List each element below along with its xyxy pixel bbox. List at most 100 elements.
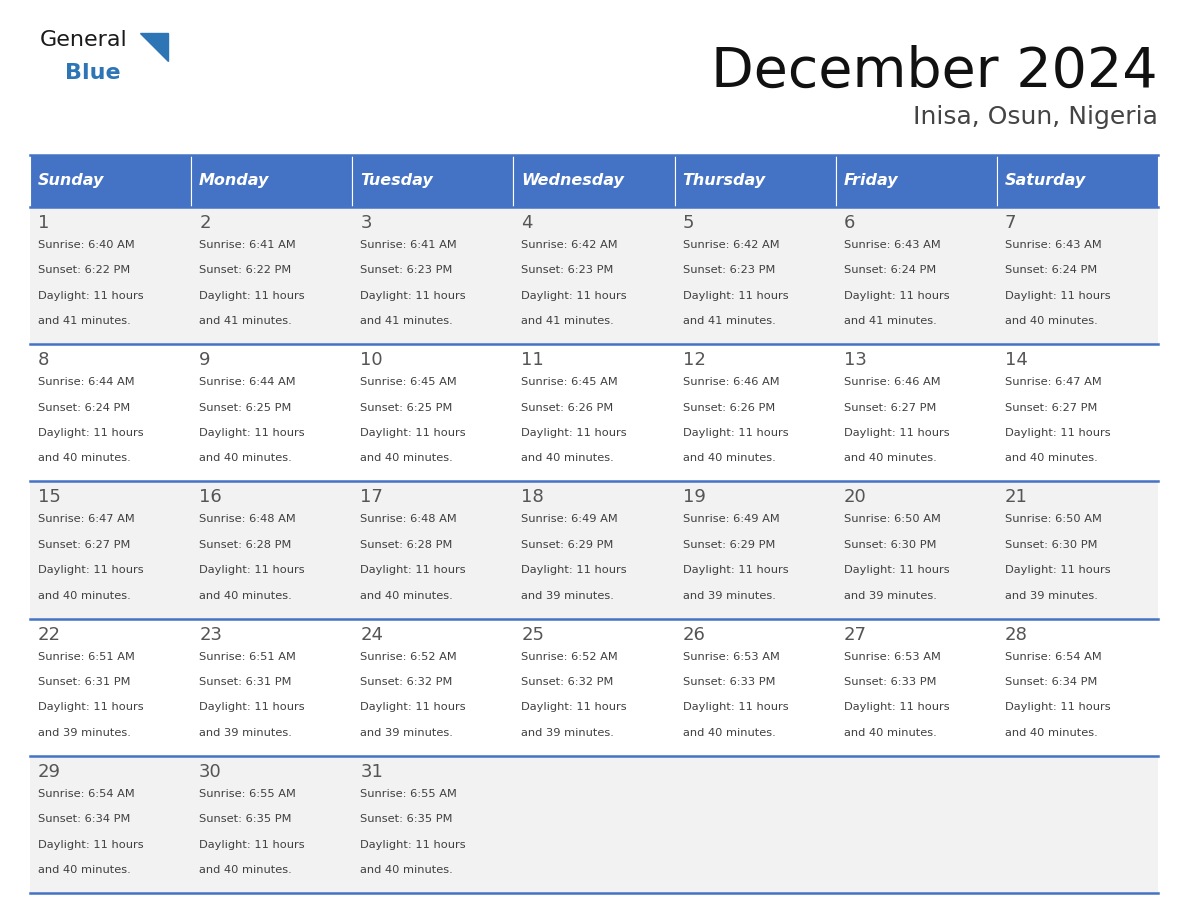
Text: Sunrise: 6:51 AM: Sunrise: 6:51 AM bbox=[200, 652, 296, 662]
Text: 13: 13 bbox=[843, 352, 866, 369]
Bar bbox=[30, 155, 191, 207]
Text: Daylight: 11 hours: Daylight: 11 hours bbox=[360, 291, 466, 301]
Text: Sunrise: 6:47 AM: Sunrise: 6:47 AM bbox=[38, 514, 134, 524]
Text: and 39 minutes.: and 39 minutes. bbox=[683, 590, 776, 600]
Bar bbox=[835, 155, 997, 207]
Text: 18: 18 bbox=[522, 488, 544, 507]
Text: and 40 minutes.: and 40 minutes. bbox=[200, 590, 292, 600]
Text: Sunrise: 6:53 AM: Sunrise: 6:53 AM bbox=[843, 652, 941, 662]
Text: Sunset: 6:33 PM: Sunset: 6:33 PM bbox=[843, 677, 936, 687]
Text: Sunrise: 6:50 AM: Sunrise: 6:50 AM bbox=[843, 514, 941, 524]
Text: 19: 19 bbox=[683, 488, 706, 507]
Text: 31: 31 bbox=[360, 763, 384, 781]
Text: Sunrise: 6:49 AM: Sunrise: 6:49 AM bbox=[522, 514, 618, 524]
Text: Daylight: 11 hours: Daylight: 11 hours bbox=[683, 565, 788, 576]
Bar bbox=[30, 756, 1158, 893]
Text: and 41 minutes.: and 41 minutes. bbox=[843, 316, 936, 326]
Text: Sunrise: 6:48 AM: Sunrise: 6:48 AM bbox=[360, 514, 457, 524]
Text: 21: 21 bbox=[1005, 488, 1028, 507]
Text: 26: 26 bbox=[683, 625, 706, 644]
Text: and 40 minutes.: and 40 minutes. bbox=[1005, 728, 1098, 738]
Text: Sunset: 6:22 PM: Sunset: 6:22 PM bbox=[38, 265, 131, 275]
Text: Sunrise: 6:44 AM: Sunrise: 6:44 AM bbox=[38, 377, 134, 387]
Text: Wednesday: Wednesday bbox=[522, 174, 625, 188]
Text: Sunrise: 6:53 AM: Sunrise: 6:53 AM bbox=[683, 652, 779, 662]
Text: Sunrise: 6:41 AM: Sunrise: 6:41 AM bbox=[200, 240, 296, 250]
Text: Sunset: 6:27 PM: Sunset: 6:27 PM bbox=[1005, 403, 1098, 412]
Text: Daylight: 11 hours: Daylight: 11 hours bbox=[683, 291, 788, 301]
Text: and 40 minutes.: and 40 minutes. bbox=[360, 865, 453, 875]
Text: Tuesday: Tuesday bbox=[360, 174, 434, 188]
Text: Sunset: 6:34 PM: Sunset: 6:34 PM bbox=[1005, 677, 1098, 687]
Text: Monday: Monday bbox=[200, 174, 270, 188]
Text: Daylight: 11 hours: Daylight: 11 hours bbox=[522, 565, 627, 576]
Text: and 40 minutes.: and 40 minutes. bbox=[38, 590, 131, 600]
Text: and 39 minutes.: and 39 minutes. bbox=[1005, 590, 1098, 600]
Text: Sunset: 6:32 PM: Sunset: 6:32 PM bbox=[360, 677, 453, 687]
Text: 7: 7 bbox=[1005, 214, 1017, 232]
Text: Sunset: 6:24 PM: Sunset: 6:24 PM bbox=[38, 403, 131, 412]
Text: Daylight: 11 hours: Daylight: 11 hours bbox=[200, 702, 305, 712]
Text: and 41 minutes.: and 41 minutes. bbox=[200, 316, 292, 326]
Text: Sunrise: 6:44 AM: Sunrise: 6:44 AM bbox=[200, 377, 296, 387]
Text: and 40 minutes.: and 40 minutes. bbox=[38, 453, 131, 464]
Text: Sunrise: 6:54 AM: Sunrise: 6:54 AM bbox=[38, 789, 134, 799]
Bar bbox=[30, 619, 1158, 756]
Text: 6: 6 bbox=[843, 214, 855, 232]
Text: and 40 minutes.: and 40 minutes. bbox=[843, 728, 936, 738]
Text: Sunset: 6:27 PM: Sunset: 6:27 PM bbox=[843, 403, 936, 412]
Text: General: General bbox=[40, 30, 128, 50]
Text: and 40 minutes.: and 40 minutes. bbox=[360, 453, 453, 464]
Text: Sunset: 6:25 PM: Sunset: 6:25 PM bbox=[200, 403, 291, 412]
Text: December 2024: December 2024 bbox=[712, 45, 1158, 99]
Text: 1: 1 bbox=[38, 214, 50, 232]
Text: Sunrise: 6:45 AM: Sunrise: 6:45 AM bbox=[522, 377, 618, 387]
Text: Sunrise: 6:55 AM: Sunrise: 6:55 AM bbox=[360, 789, 457, 799]
Text: and 39 minutes.: and 39 minutes. bbox=[522, 590, 614, 600]
Text: Sunset: 6:27 PM: Sunset: 6:27 PM bbox=[38, 540, 131, 550]
Text: Sunset: 6:29 PM: Sunset: 6:29 PM bbox=[683, 540, 775, 550]
Text: and 40 minutes.: and 40 minutes. bbox=[200, 453, 292, 464]
Text: and 40 minutes.: and 40 minutes. bbox=[683, 728, 776, 738]
Text: Daylight: 11 hours: Daylight: 11 hours bbox=[38, 702, 144, 712]
Text: 10: 10 bbox=[360, 352, 383, 369]
Text: Sunset: 6:30 PM: Sunset: 6:30 PM bbox=[1005, 540, 1098, 550]
Text: 22: 22 bbox=[38, 625, 61, 644]
Text: Sunrise: 6:42 AM: Sunrise: 6:42 AM bbox=[683, 240, 779, 250]
Text: 4: 4 bbox=[522, 214, 533, 232]
Text: Sunrise: 6:42 AM: Sunrise: 6:42 AM bbox=[522, 240, 618, 250]
Text: Sunday: Sunday bbox=[38, 174, 105, 188]
Text: Sunrise: 6:49 AM: Sunrise: 6:49 AM bbox=[683, 514, 779, 524]
Text: Sunset: 6:23 PM: Sunset: 6:23 PM bbox=[683, 265, 775, 275]
Text: and 39 minutes.: and 39 minutes. bbox=[38, 728, 131, 738]
Text: Daylight: 11 hours: Daylight: 11 hours bbox=[38, 428, 144, 438]
Text: and 40 minutes.: and 40 minutes. bbox=[38, 865, 131, 875]
Text: Daylight: 11 hours: Daylight: 11 hours bbox=[683, 702, 788, 712]
Text: and 41 minutes.: and 41 minutes. bbox=[683, 316, 776, 326]
Text: Sunset: 6:34 PM: Sunset: 6:34 PM bbox=[38, 814, 131, 824]
Text: and 39 minutes.: and 39 minutes. bbox=[843, 590, 936, 600]
Text: Sunset: 6:28 PM: Sunset: 6:28 PM bbox=[200, 540, 291, 550]
Text: and 40 minutes.: and 40 minutes. bbox=[683, 453, 776, 464]
Text: Sunrise: 6:47 AM: Sunrise: 6:47 AM bbox=[1005, 377, 1101, 387]
Text: and 40 minutes.: and 40 minutes. bbox=[1005, 316, 1098, 326]
Text: 25: 25 bbox=[522, 625, 544, 644]
Text: and 39 minutes.: and 39 minutes. bbox=[360, 728, 453, 738]
Text: Daylight: 11 hours: Daylight: 11 hours bbox=[38, 840, 144, 849]
Text: Sunset: 6:30 PM: Sunset: 6:30 PM bbox=[843, 540, 936, 550]
Text: Thursday: Thursday bbox=[683, 174, 766, 188]
Text: 16: 16 bbox=[200, 488, 222, 507]
Text: Sunrise: 6:48 AM: Sunrise: 6:48 AM bbox=[200, 514, 296, 524]
Text: Daylight: 11 hours: Daylight: 11 hours bbox=[843, 702, 949, 712]
Text: and 39 minutes.: and 39 minutes. bbox=[200, 728, 292, 738]
Text: Sunrise: 6:46 AM: Sunrise: 6:46 AM bbox=[683, 377, 779, 387]
Text: Sunrise: 6:43 AM: Sunrise: 6:43 AM bbox=[843, 240, 941, 250]
Text: Daylight: 11 hours: Daylight: 11 hours bbox=[683, 428, 788, 438]
Text: Sunrise: 6:51 AM: Sunrise: 6:51 AM bbox=[38, 652, 135, 662]
Text: Daylight: 11 hours: Daylight: 11 hours bbox=[522, 291, 627, 301]
Text: Sunset: 6:22 PM: Sunset: 6:22 PM bbox=[200, 265, 291, 275]
Text: Daylight: 11 hours: Daylight: 11 hours bbox=[200, 840, 305, 849]
Text: Sunrise: 6:43 AM: Sunrise: 6:43 AM bbox=[1005, 240, 1101, 250]
Text: 9: 9 bbox=[200, 352, 210, 369]
Text: 28: 28 bbox=[1005, 625, 1028, 644]
